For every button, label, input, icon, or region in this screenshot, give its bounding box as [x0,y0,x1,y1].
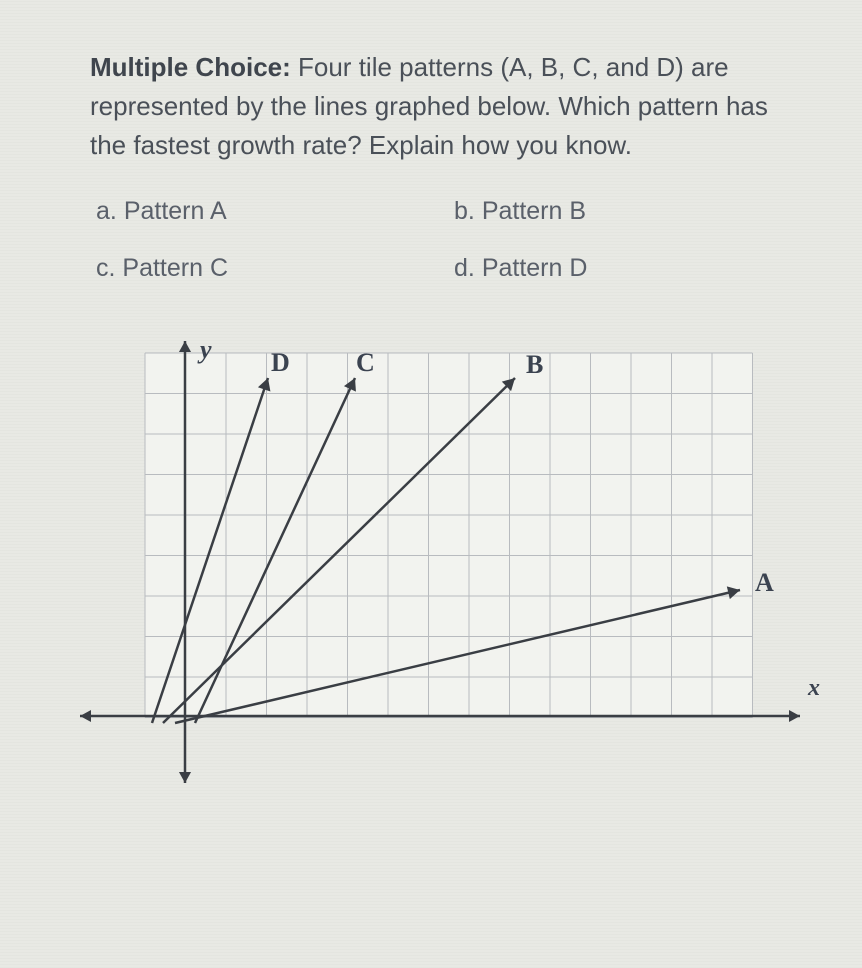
line-label-b: B [526,350,543,379]
choice-a[interactable]: a. Pattern A [96,197,414,226]
coordinate-plane: y x A B C D [60,323,820,803]
choice-label: Pattern A [124,197,227,225]
arrowhead-icon [80,710,91,722]
question-lead: Multiple Choice: [90,52,291,82]
choice-letter: a. [96,197,117,225]
answer-choices: a. Pattern A b. Pattern B c. Pattern C d… [90,197,772,283]
worksheet-page: Multiple Choice: Four tile patterns (A, … [0,0,862,803]
choice-d[interactable]: d. Pattern D [454,254,772,283]
choice-letter: c. [96,254,115,282]
arrowhead-icon [179,341,191,352]
question-text: Multiple Choice: Four tile patterns (A, … [90,48,772,165]
choice-letter: d. [454,254,475,282]
y-axis-label: y [197,335,212,364]
choice-label: Pattern D [482,254,588,282]
choice-c[interactable]: c. Pattern C [96,254,414,283]
arrowhead-icon [789,710,800,722]
line-label-d: D [271,348,290,377]
line-label-c: C [356,348,375,377]
x-axis-label: x [807,675,820,701]
choice-label: Pattern C [122,254,228,282]
choice-b[interactable]: b. Pattern B [454,197,772,226]
arrowhead-icon [179,772,191,783]
choice-label: Pattern B [482,197,586,225]
line-label-a: A [755,568,774,597]
grid [145,353,753,718]
graph: y x A B C D [60,323,820,803]
choice-letter: b. [454,197,475,225]
